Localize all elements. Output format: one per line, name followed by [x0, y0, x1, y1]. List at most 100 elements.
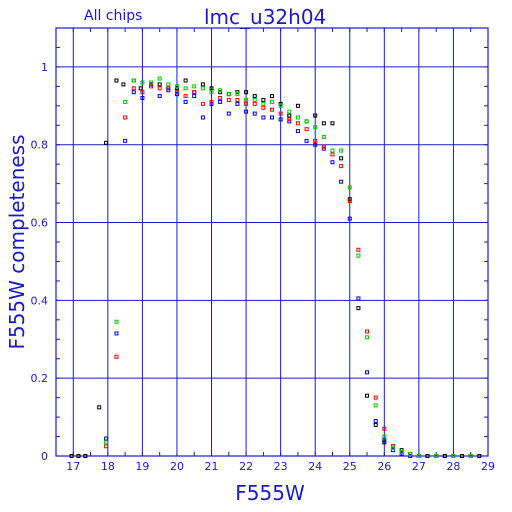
data-point — [347, 216, 352, 221]
data-point — [252, 97, 257, 102]
data-point — [131, 78, 136, 83]
data-point — [183, 94, 188, 99]
data-point — [261, 101, 266, 106]
data-point — [330, 148, 335, 153]
x-tick-label: 21 — [205, 460, 219, 473]
data-point — [131, 90, 136, 95]
data-point — [218, 88, 223, 93]
data-point — [287, 113, 292, 118]
data-point — [149, 80, 154, 85]
x-tick-label: 18 — [101, 460, 115, 473]
x-tick-label: 29 — [481, 460, 495, 473]
data-point — [149, 84, 154, 89]
data-point — [295, 121, 300, 126]
data-point — [425, 454, 430, 458]
data-point — [123, 99, 128, 104]
data-point — [373, 418, 378, 423]
data-point — [434, 454, 439, 458]
data-point — [261, 105, 266, 110]
data-point — [373, 403, 378, 408]
data-point — [114, 319, 119, 324]
data-point — [174, 90, 179, 95]
data-point — [339, 179, 344, 184]
data-point — [192, 90, 197, 95]
plot-frame — [55, 27, 489, 457]
x-tick-label: 20 — [170, 460, 184, 473]
data-point — [451, 454, 456, 458]
data-point — [356, 306, 361, 311]
data-point — [183, 86, 188, 91]
grid — [56, 28, 489, 457]
data-point — [468, 454, 473, 458]
data-point — [244, 90, 249, 95]
data-point — [235, 97, 240, 102]
chart-subtitle: All chips — [84, 8, 142, 24]
y-axis-label: F555W completeness — [5, 134, 29, 349]
data-point — [416, 454, 421, 458]
data-point — [166, 82, 171, 87]
y-tick-label: 1 — [41, 61, 48, 74]
data-point — [261, 115, 266, 120]
data-point — [131, 86, 136, 91]
data-points — [69, 76, 482, 458]
data-point — [408, 452, 413, 457]
data-point — [114, 331, 119, 336]
data-point — [365, 393, 370, 398]
data-point — [295, 129, 300, 134]
data-point — [244, 109, 249, 114]
data-point — [330, 121, 335, 126]
data-point — [244, 97, 249, 102]
data-point — [339, 164, 344, 169]
data-point — [390, 446, 395, 451]
x-tick-label: 24 — [308, 460, 322, 473]
data-point — [330, 160, 335, 165]
data-point — [321, 121, 326, 126]
data-point — [270, 115, 274, 120]
data-point — [209, 99, 214, 104]
x-tick-label: 19 — [135, 460, 149, 473]
data-point — [244, 101, 249, 106]
axis-ticks: 17 18 19 20 21 22 23 24 25 26 27 28 29 0 0.2 0.4 0.6 0.8 1 — [31, 27, 495, 473]
y-tick-label: 0.2 — [31, 372, 49, 385]
data-point — [138, 86, 143, 91]
x-tick-label: 26 — [377, 460, 391, 473]
data-point — [382, 438, 387, 443]
data-point — [226, 92, 231, 97]
data-point — [399, 450, 404, 455]
data-point — [278, 103, 283, 108]
data-point — [69, 454, 74, 458]
data-point — [252, 111, 257, 116]
data-point — [382, 426, 387, 431]
data-point — [356, 296, 361, 301]
data-point — [157, 86, 162, 91]
data-point — [313, 142, 318, 147]
data-point — [157, 82, 162, 87]
data-point — [200, 115, 205, 120]
data-point — [304, 119, 309, 124]
chart-title: lmc_u32h04 — [204, 5, 326, 29]
data-point — [140, 96, 145, 101]
x-tick-label: 25 — [343, 460, 357, 473]
data-point — [313, 113, 318, 118]
data-point — [183, 78, 188, 83]
data-point — [226, 111, 231, 116]
data-point — [166, 86, 171, 91]
data-point — [192, 84, 197, 89]
data-point — [235, 101, 240, 106]
data-point — [140, 80, 145, 85]
data-point — [270, 107, 274, 112]
data-point — [373, 422, 378, 427]
data-point — [104, 436, 109, 441]
data-point — [347, 185, 352, 190]
y-tick-label: 0.6 — [31, 217, 49, 230]
data-point — [278, 111, 283, 116]
data-point — [123, 115, 128, 120]
data-point — [304, 127, 309, 132]
data-point — [365, 329, 370, 334]
data-point — [347, 199, 352, 204]
data-point — [157, 76, 162, 81]
x-tick-label: 28 — [446, 460, 460, 473]
data-point — [304, 138, 309, 143]
y-tick-label: 0 — [41, 450, 48, 463]
